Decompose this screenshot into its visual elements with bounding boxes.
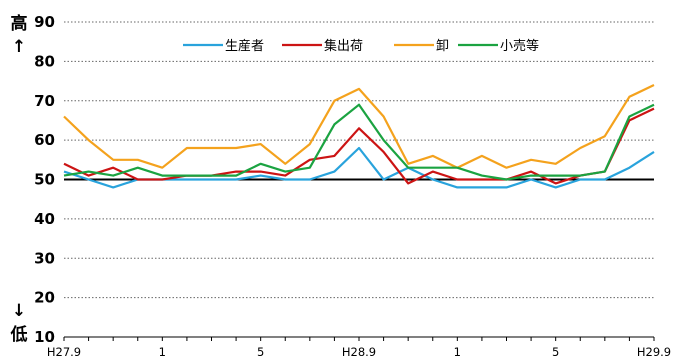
- gridlines: [64, 21, 654, 299]
- legend-label: 卸: [436, 38, 449, 54]
- x-tick-label: H27.9: [47, 345, 81, 359]
- series-line-3: [63, 84, 655, 169]
- x-tick-label: H29.9: [637, 345, 671, 359]
- y-tick-label: 20: [34, 289, 55, 307]
- y-tick-label: 70: [34, 92, 55, 110]
- x-tick-label: 5: [257, 345, 264, 359]
- series-line-2: [63, 107, 655, 185]
- legend-label: 生産者: [225, 38, 264, 54]
- series-line-4: [63, 103, 655, 181]
- x-tick-label: 1: [159, 345, 166, 359]
- y-axis-ticks: 10 20 30 40 50 60 70 80 90: [34, 13, 55, 346]
- y-tick-label: 60: [34, 131, 55, 149]
- legend: 生産者 集出荷 卸 小売等: [183, 38, 539, 54]
- series-lines: [63, 84, 655, 189]
- y-tick-label: 80: [34, 52, 55, 70]
- y-tick-label: 30: [34, 249, 55, 267]
- y-low-label: 低: [10, 324, 28, 345]
- y-tick-label: 90: [34, 13, 55, 31]
- up-arrow-icon: ↑: [12, 37, 26, 57]
- down-arrow-icon: ↓: [12, 301, 26, 321]
- x-axis-ticks: H27.9 1 5 H28.9 1 5 H29.9: [47, 345, 671, 359]
- legend-label: 小売等: [500, 38, 539, 54]
- x-tick-label: 1: [454, 345, 461, 359]
- x-tick-label: 5: [552, 345, 559, 359]
- x-axis-tickmarks: [63, 337, 655, 341]
- y-high-label: 高: [11, 13, 28, 34]
- x-tick-label: H28.9: [342, 345, 376, 359]
- series-line-1: [63, 146, 655, 189]
- y-tick-label: 40: [34, 210, 55, 228]
- y-tick-label: 10: [34, 328, 55, 346]
- legend-label: 集出荷: [324, 38, 363, 54]
- y-tick-label: 50: [34, 171, 55, 189]
